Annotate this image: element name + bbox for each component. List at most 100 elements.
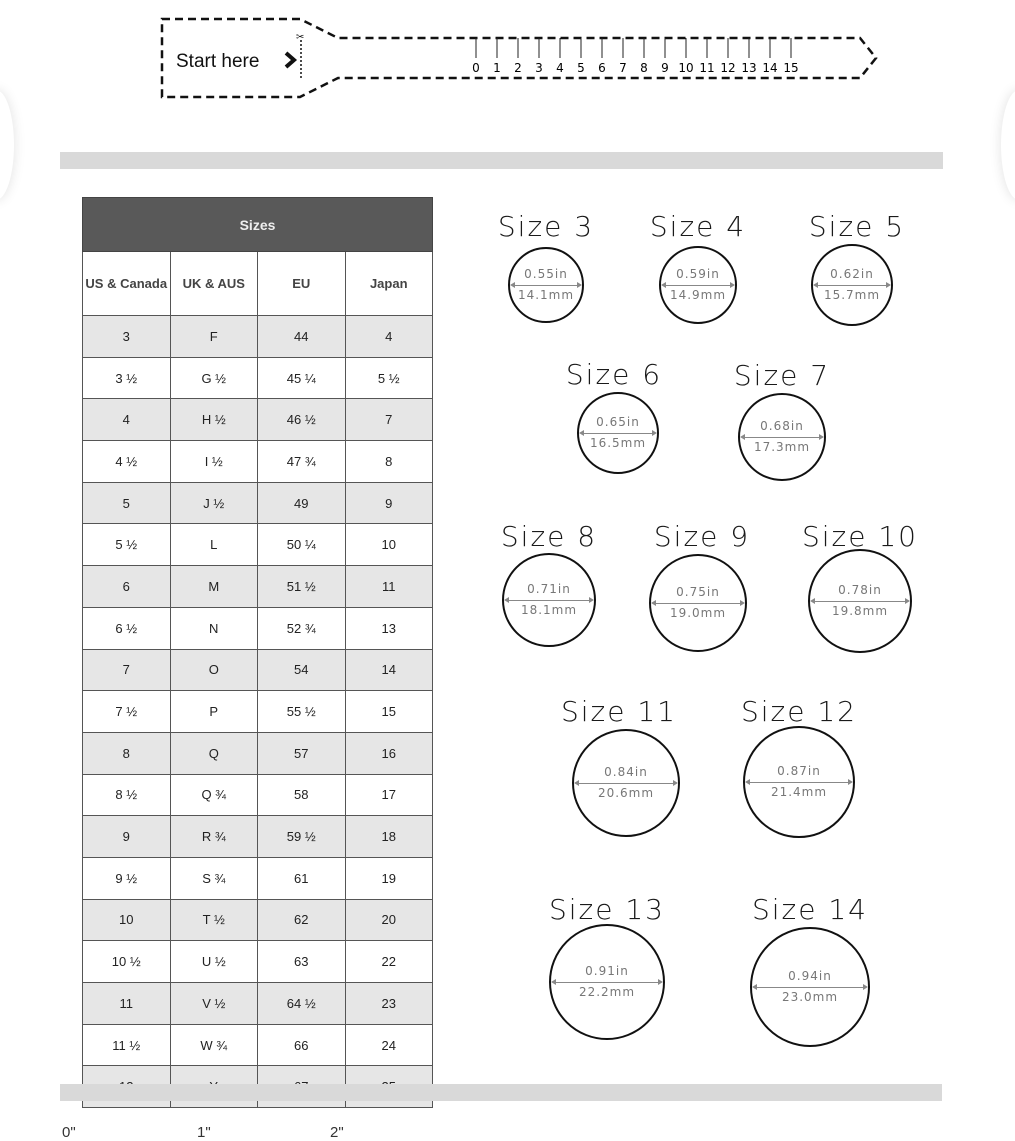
table-cell: 6 ½ xyxy=(82,606,171,650)
ruler-tick-label: 14 xyxy=(762,61,777,75)
ring-circle: 0.65in 16.5mm xyxy=(577,392,659,474)
inch-label-2: 2" xyxy=(330,1124,344,1141)
ring-diameter-mm: 14.1mm xyxy=(517,288,575,302)
ring-size-title: Size 8 xyxy=(500,520,598,553)
table-cell: 4 xyxy=(344,315,433,358)
table-cell: 10 ½ xyxy=(82,940,171,983)
ring-size-title: Size 4 xyxy=(649,210,747,243)
table-cell: 17 xyxy=(344,773,433,817)
ruler-tick-label: 5 xyxy=(577,61,585,75)
table-cell: J ½ xyxy=(169,481,258,525)
printable-ring-sizer-strip: ✂ Start here 0 1 2 3 4 5 6 7 8 9 10 11 12 13 14 15 xyxy=(160,17,878,99)
ring-circle: 0.91in 22.2mm xyxy=(549,924,665,1040)
ring-diameter-mm: 22.2mm xyxy=(578,985,636,999)
column-header: US & Canada xyxy=(82,251,171,316)
ring-diameter-mm: 19.0mm xyxy=(669,606,727,620)
ruler-tick-label: 12 xyxy=(720,61,735,75)
ring-diameter-inches: 0.87in xyxy=(777,764,821,778)
ring-diameter-inches: 0.78in xyxy=(838,583,882,597)
table-cell: 8 ½ xyxy=(82,773,171,817)
ring-diameter-mm: 23.0mm xyxy=(781,990,839,1004)
table-row: 7 O 54 14 xyxy=(82,648,433,692)
ring-circle: 0.68in 17.3mm xyxy=(738,393,826,481)
diameter-arrow-icon xyxy=(510,282,582,288)
table-cell: 47 ¾ xyxy=(257,440,346,483)
table-cell: T ½ xyxy=(169,898,258,942)
ring-circle: 0.94in 23.0mm xyxy=(750,927,870,1047)
diameter-arrow-icon xyxy=(651,600,745,606)
table-row: 11 V ½ 64 ½ 23 xyxy=(82,982,433,1025)
table-cell: 20 xyxy=(344,898,433,942)
ruler-tick-label: 6 xyxy=(598,61,606,75)
ring-diameter-inches: 0.84in xyxy=(604,765,648,779)
table-cell: 6 xyxy=(82,565,171,608)
table-cell: 10 xyxy=(82,898,171,942)
ruler-tick-label: 7 xyxy=(619,61,627,75)
ring-diameter-inches: 0.91in xyxy=(585,964,629,978)
table-cell: 4 ½ xyxy=(82,440,171,483)
table-cell: 9 ½ xyxy=(82,856,171,900)
table-cell: R ¾ xyxy=(169,815,258,858)
table-cell: 57 xyxy=(257,731,346,775)
ring-size-title: Size 7 xyxy=(733,359,831,392)
table-cell: 22 xyxy=(344,940,433,983)
diameter-arrow-icon xyxy=(574,780,678,786)
table-cell: 23 xyxy=(344,982,433,1025)
table-cell: 62 xyxy=(257,898,346,942)
ruler-tick-label: 10 xyxy=(678,61,693,75)
ruler-tick-label: 13 xyxy=(741,61,756,75)
ruler-tick-label: 1 xyxy=(493,61,501,75)
ring-diameter-inches: 0.68in xyxy=(760,419,804,433)
diameter-arrow-icon xyxy=(579,430,657,436)
table-cell: 49 xyxy=(257,481,346,525)
left-edge-shadow xyxy=(0,90,14,200)
table-cell: 54 xyxy=(257,648,346,692)
diameter-arrow-icon xyxy=(752,984,868,990)
diameter-arrow-icon xyxy=(661,282,735,288)
table-cell: 15 xyxy=(344,690,433,733)
ring-circle: 0.84in 20.6mm xyxy=(572,729,680,837)
ring-size-title: Size 9 xyxy=(653,520,751,553)
table-cell: 59 ½ xyxy=(257,815,346,858)
table-cell: 16 xyxy=(344,731,433,775)
table-cell: 3 xyxy=(82,315,171,358)
table-cell: O xyxy=(169,648,258,692)
ring-circle: 0.75in 19.0mm xyxy=(649,554,747,652)
table-cell: 51 ½ xyxy=(257,565,346,608)
table-cell: 3 ½ xyxy=(82,356,171,400)
ruler-tick-label: 9 xyxy=(661,61,669,75)
table-row: 6 ½ N 52 ¾ 13 xyxy=(82,606,433,650)
ring-diameter-mm: 15.7mm xyxy=(823,288,881,302)
table-row: 3 F 44 4 xyxy=(82,315,433,358)
table-cell: L xyxy=(169,523,258,567)
ruler-tick-label: 3 xyxy=(535,61,543,75)
table-cell: 24 xyxy=(344,1023,433,1067)
table-cell: 46 ½ xyxy=(257,398,346,442)
size-conversion-table: Sizes US & Canada UK & AUS EU Japan 3 F 44 4 3 … xyxy=(82,197,433,1109)
table-cell: H ½ xyxy=(169,398,258,442)
diameter-arrow-icon xyxy=(745,779,853,785)
table-cell: 7 ½ xyxy=(82,690,171,733)
ruler-tick-label: 2 xyxy=(514,61,522,75)
table-cell: 8 xyxy=(82,731,171,775)
table-row: 8 Q 57 16 xyxy=(82,731,433,775)
ring-diameter-inches: 0.62in xyxy=(830,267,874,281)
divider-bottom xyxy=(60,1084,942,1101)
ring-size-title: Size 14 xyxy=(751,893,869,926)
table-cell: 18 xyxy=(344,815,433,858)
table-cell: 11 ½ xyxy=(82,1023,171,1067)
table-cell: U ½ xyxy=(169,940,258,983)
table-cell: 5 xyxy=(82,481,171,525)
divider-top xyxy=(60,152,943,169)
table-cell: 64 ½ xyxy=(257,982,346,1025)
ring-circle: 0.55in 14.1mm xyxy=(508,247,584,323)
table-cell: 11 xyxy=(344,565,433,608)
right-edge-shadow xyxy=(1001,90,1015,200)
table-cell: 10 xyxy=(344,523,433,567)
ring-diameter-inches: 0.71in xyxy=(527,582,571,596)
diameter-arrow-icon xyxy=(810,598,910,604)
column-header: Japan xyxy=(344,251,433,316)
ring-diameter-mm: 14.9mm xyxy=(669,288,727,302)
